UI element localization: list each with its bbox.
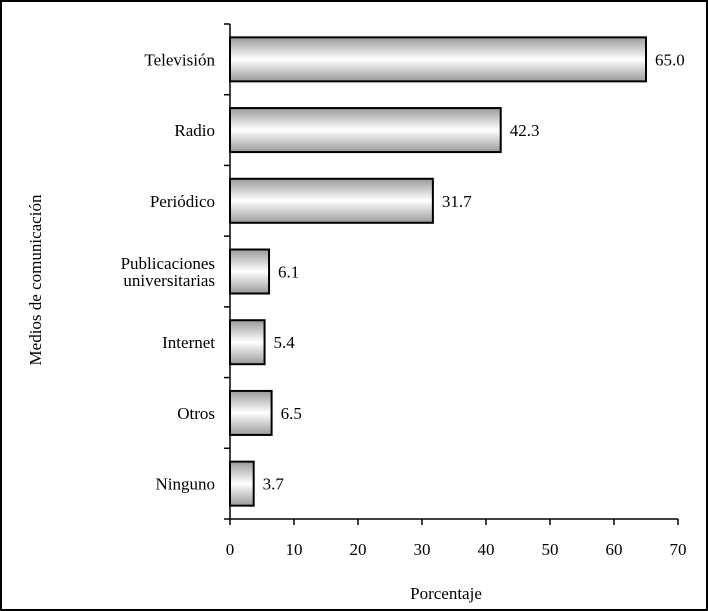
x-tick-label-4: 40 <box>478 540 495 559</box>
x-tick-label-5: 50 <box>542 540 559 559</box>
x-tick-label-0: 0 <box>226 540 235 559</box>
axes-group <box>224 23 679 525</box>
category-label-0: Televisión <box>144 50 215 69</box>
category-label-line: Radio <box>174 121 215 140</box>
category-label-4: Internet <box>162 333 215 352</box>
category-label-line: Periódico <box>150 192 215 211</box>
value-label-4: 5.4 <box>274 333 296 352</box>
x-tick-label-1: 10 <box>286 540 303 559</box>
category-label-1: Radio <box>174 121 215 140</box>
value-labels: 65.0 42.3 31.7 6.1 5.4 6.5 3.7 <box>263 50 685 493</box>
bar-0 <box>229 36 647 83</box>
category-label-6: Ninguno <box>156 475 216 494</box>
category-label-line: Otros <box>177 404 215 423</box>
category-label-line: universitarias <box>123 271 215 290</box>
x-tick-label-3: 30 <box>414 540 431 559</box>
category-label-3: Publicaciones universitarias <box>121 254 215 290</box>
bar-3 <box>229 248 271 295</box>
category-label-line: Internet <box>162 333 215 352</box>
category-label-line: Televisión <box>144 50 215 69</box>
x-tick-label-2: 20 <box>350 540 367 559</box>
value-label-3: 6.1 <box>278 263 299 282</box>
x-tick-label-6: 60 <box>606 540 623 559</box>
bars-group <box>229 36 647 507</box>
value-label-0: 65.0 <box>655 50 685 69</box>
x-tick-labels: 0 10 20 30 40 50 60 70 <box>226 540 687 559</box>
x-tick-label-7: 70 <box>670 540 687 559</box>
category-label-line: Ninguno <box>156 475 216 494</box>
category-label-2: Periódico <box>150 192 215 211</box>
bar-1 <box>229 107 502 154</box>
y-axis-title: Medios de comunicación <box>26 194 45 365</box>
bar-5 <box>229 389 273 436</box>
category-label-line: Publicaciones <box>121 254 215 273</box>
x-axis-title: Porcentaje <box>410 584 482 603</box>
bar-4 <box>229 319 266 366</box>
bar-2 <box>229 177 434 224</box>
category-labels: Televisión Radio Periódico Publicaciones uni… <box>121 50 216 493</box>
bar-6 <box>229 460 255 507</box>
value-label-6: 3.7 <box>263 475 285 494</box>
value-label-2: 31.7 <box>442 192 472 211</box>
value-label-5: 6.5 <box>281 404 302 423</box>
value-label-1: 42.3 <box>510 121 540 140</box>
category-label-5: Otros <box>177 404 215 423</box>
